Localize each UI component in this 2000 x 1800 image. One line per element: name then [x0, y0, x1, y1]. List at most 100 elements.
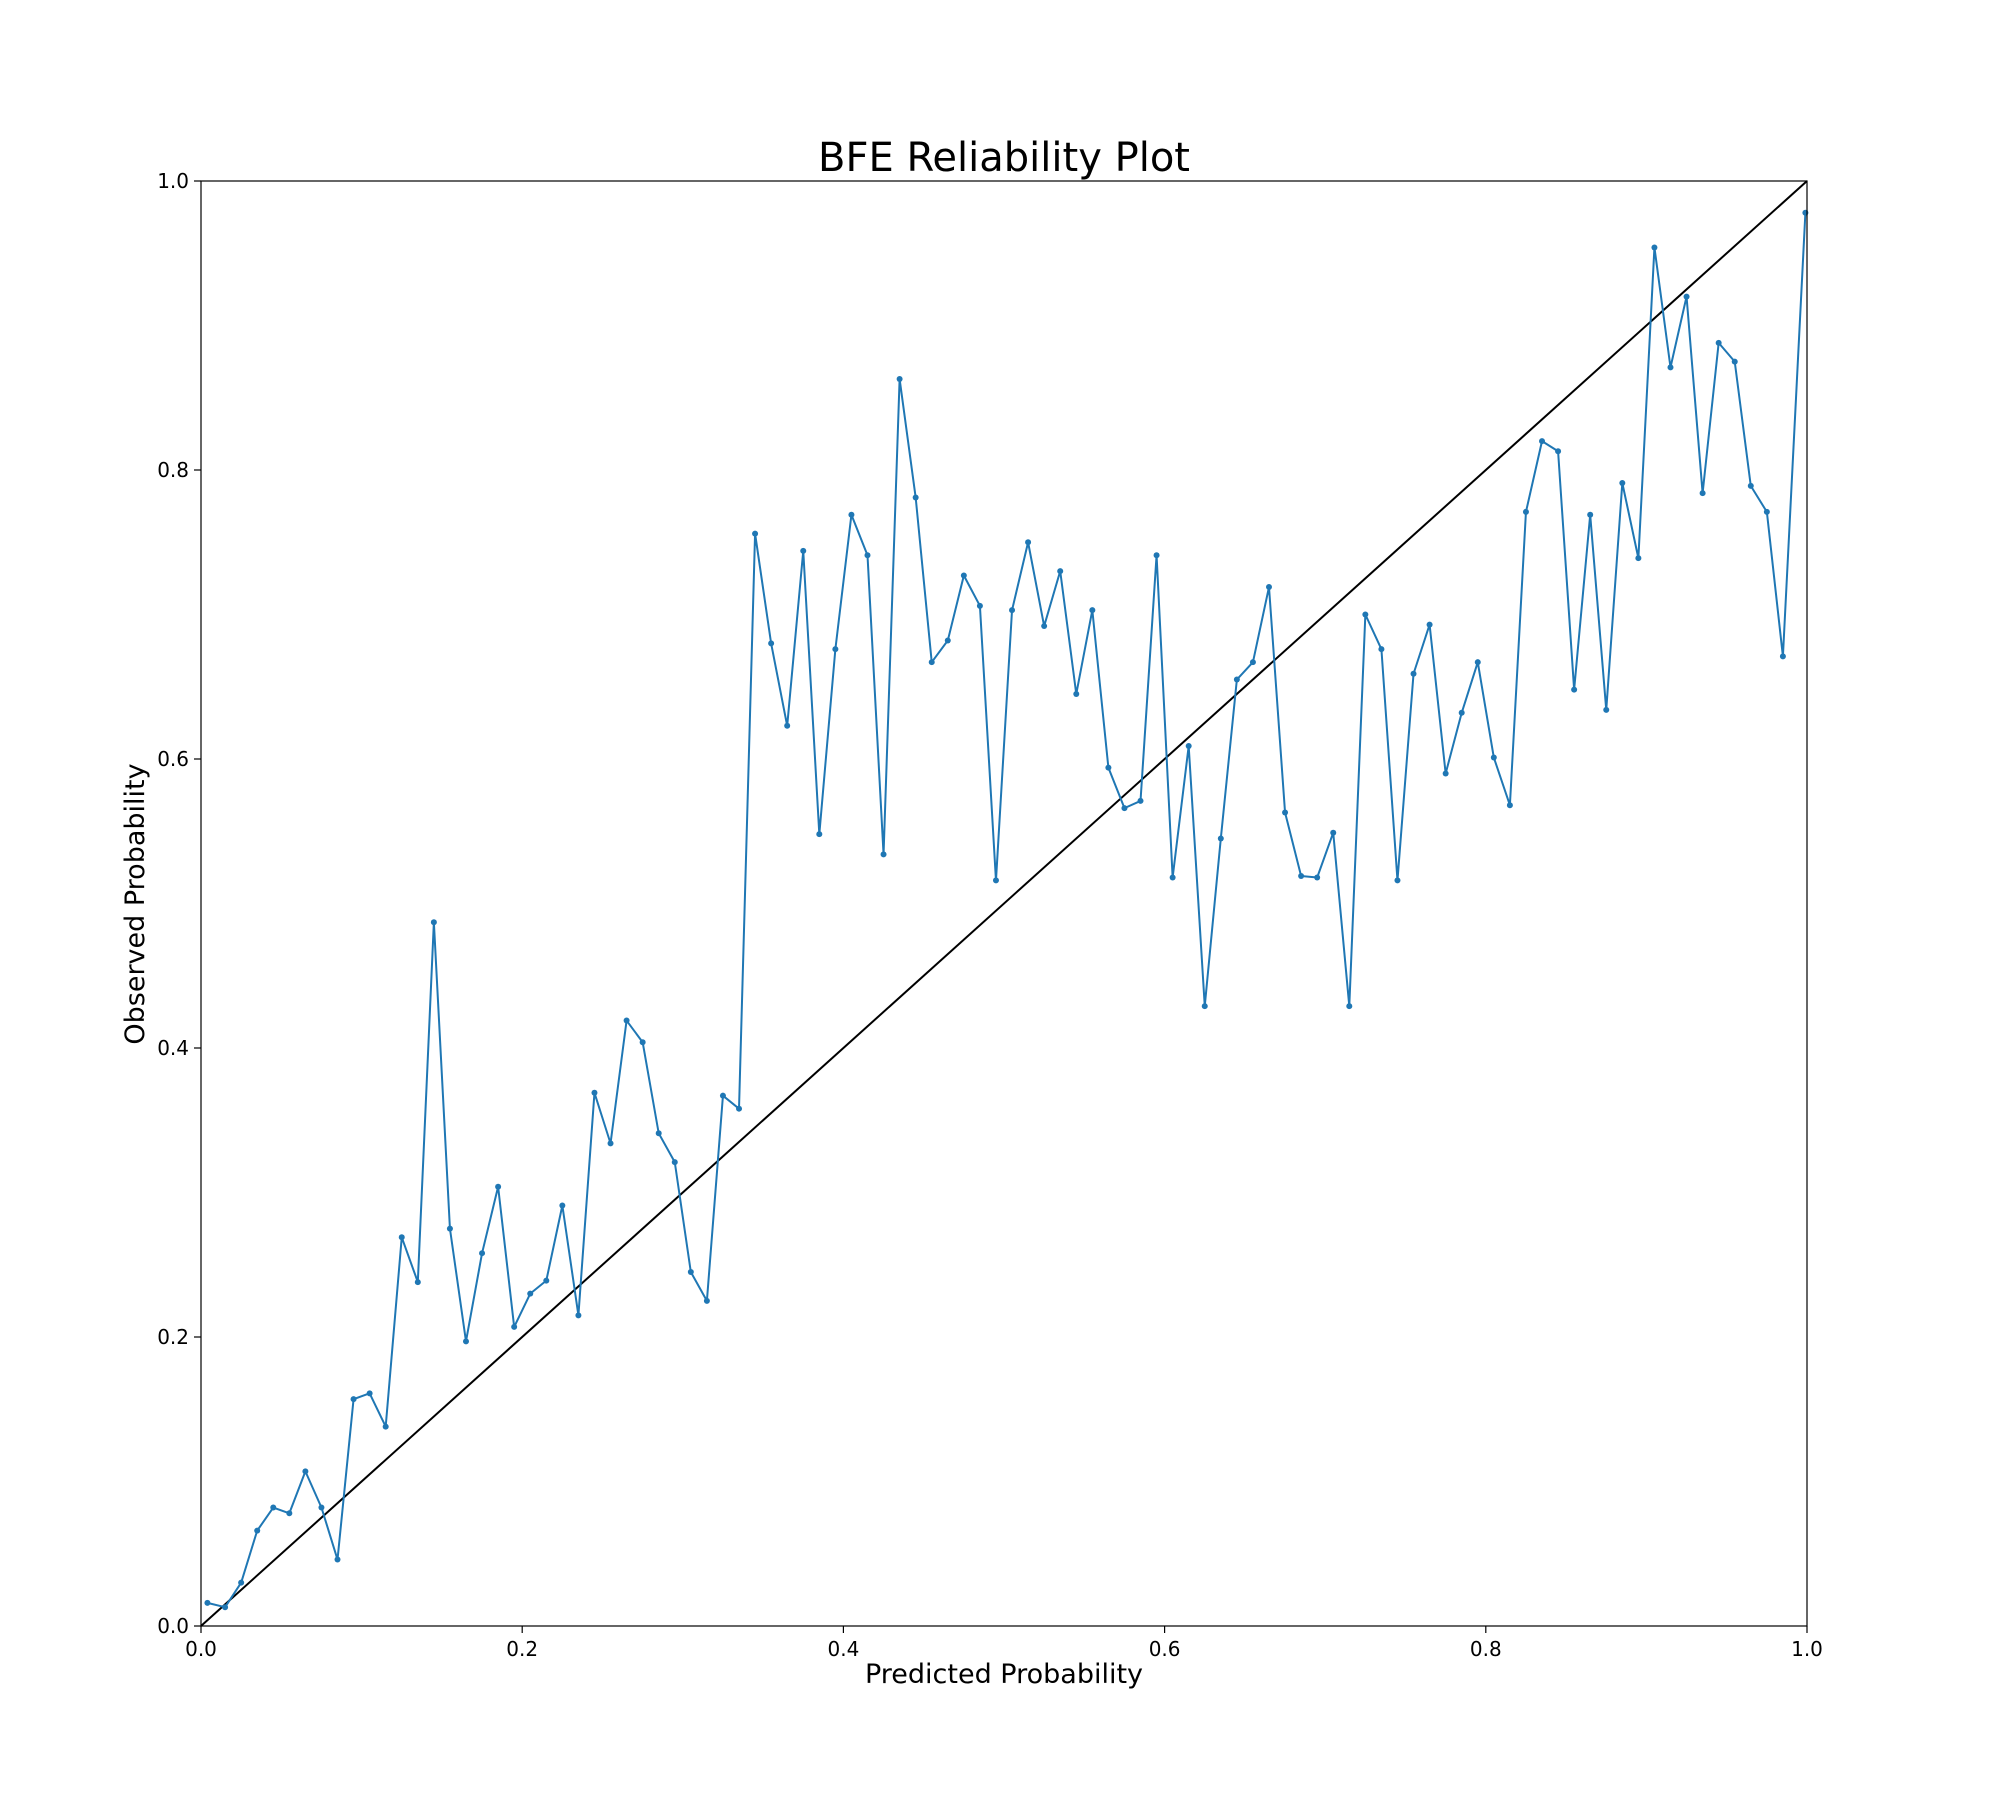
data-point — [1715, 339, 1722, 346]
y-tick-label: 0.2 — [157, 1325, 189, 1349]
data-point — [1522, 508, 1529, 515]
data-point — [1346, 1003, 1353, 1010]
data-point — [238, 1579, 245, 1586]
data-point — [479, 1250, 486, 1257]
data-point — [1233, 676, 1240, 683]
data-point — [1731, 358, 1738, 365]
data-point — [639, 1039, 646, 1046]
data-point — [1410, 670, 1417, 677]
data-point — [1201, 1003, 1208, 1010]
data-point — [511, 1323, 518, 1330]
data-point — [703, 1297, 710, 1304]
data-point — [446, 1225, 453, 1232]
data-point — [816, 831, 823, 838]
data-point — [1699, 490, 1706, 497]
data-point — [976, 602, 983, 609]
data-point — [1282, 809, 1289, 816]
data-point — [1474, 659, 1481, 666]
data-point — [559, 1202, 566, 1209]
data-point — [736, 1105, 743, 1112]
data-point — [398, 1234, 405, 1241]
data-point — [1747, 482, 1754, 489]
data-point — [1490, 754, 1497, 761]
data-point — [270, 1504, 277, 1511]
data-point — [495, 1183, 502, 1190]
data-point — [655, 1130, 662, 1137]
data-point — [1169, 874, 1176, 881]
data-point — [1153, 552, 1160, 559]
data-point — [687, 1268, 694, 1275]
data-point — [1073, 690, 1080, 697]
data-point — [1330, 829, 1337, 836]
x-tick-label: 0.0 — [185, 1637, 217, 1661]
data-point — [960, 572, 967, 579]
y-tick-label: 1.0 — [157, 169, 189, 193]
data-point — [864, 552, 871, 559]
data-point — [1089, 607, 1096, 614]
data-point — [1651, 244, 1658, 251]
data-point — [1506, 802, 1513, 809]
data-point — [671, 1159, 678, 1166]
x-tick-label: 0.4 — [827, 1637, 859, 1661]
data-point — [366, 1390, 373, 1397]
data-point — [1635, 555, 1642, 562]
x-tick-label: 1.0 — [1791, 1637, 1823, 1661]
data-point — [768, 640, 775, 647]
data-point — [527, 1290, 534, 1297]
x-tick-label: 0.2 — [506, 1637, 538, 1661]
data-point — [1426, 621, 1433, 628]
data-point — [1041, 623, 1048, 630]
data-point — [1587, 511, 1594, 518]
data-point — [1539, 438, 1546, 445]
data-point — [414, 1279, 421, 1286]
data-point — [462, 1338, 469, 1345]
data-point — [1378, 646, 1385, 653]
data-point — [848, 511, 855, 518]
x-axis-label: Predicted Probability — [865, 1659, 1143, 1690]
data-point — [719, 1092, 726, 1099]
data-point — [430, 919, 437, 926]
data-point — [1779, 653, 1786, 660]
data-point — [350, 1396, 357, 1403]
data-point — [1619, 480, 1626, 487]
data-point — [1185, 742, 1192, 749]
data-point — [1249, 659, 1256, 666]
data-point — [992, 877, 999, 884]
data-point — [1314, 874, 1321, 881]
data-point — [1458, 709, 1465, 716]
data-point — [1137, 797, 1144, 804]
x-tick-label: 0.8 — [1470, 1637, 1502, 1661]
chart-title: BFE Reliability Plot — [818, 135, 1190, 181]
x-axis: 0.0 0.2 0.4 0.6 0.8 1.0 — [185, 1626, 1823, 1661]
data-point — [928, 659, 935, 666]
data-point — [382, 1423, 389, 1430]
data-point — [880, 851, 887, 858]
data-point — [591, 1089, 598, 1096]
data-point — [784, 722, 791, 729]
data-point — [1667, 364, 1674, 371]
data-point — [222, 1604, 229, 1611]
data-point — [1105, 764, 1112, 771]
data-point — [1683, 293, 1690, 300]
data-point — [1362, 611, 1369, 618]
data-point — [1394, 877, 1401, 884]
y-tick-label: 0.6 — [157, 747, 189, 771]
data-point — [204, 1599, 211, 1606]
data-point — [575, 1312, 582, 1319]
data-point — [912, 494, 919, 501]
data-point — [607, 1140, 614, 1147]
data-point — [1265, 584, 1272, 591]
data-point — [800, 547, 807, 554]
y-axis-label: Observed Probability — [120, 763, 151, 1044]
data-point — [334, 1556, 341, 1563]
data-point — [1442, 770, 1449, 777]
series-line — [207, 212, 1807, 1609]
data-point — [944, 637, 951, 644]
data-point — [254, 1527, 261, 1534]
data-point — [1121, 805, 1128, 812]
data-point — [1025, 539, 1032, 546]
data-point — [1217, 835, 1224, 842]
data-point — [318, 1504, 325, 1511]
x-tick-label: 0.6 — [1149, 1637, 1181, 1661]
